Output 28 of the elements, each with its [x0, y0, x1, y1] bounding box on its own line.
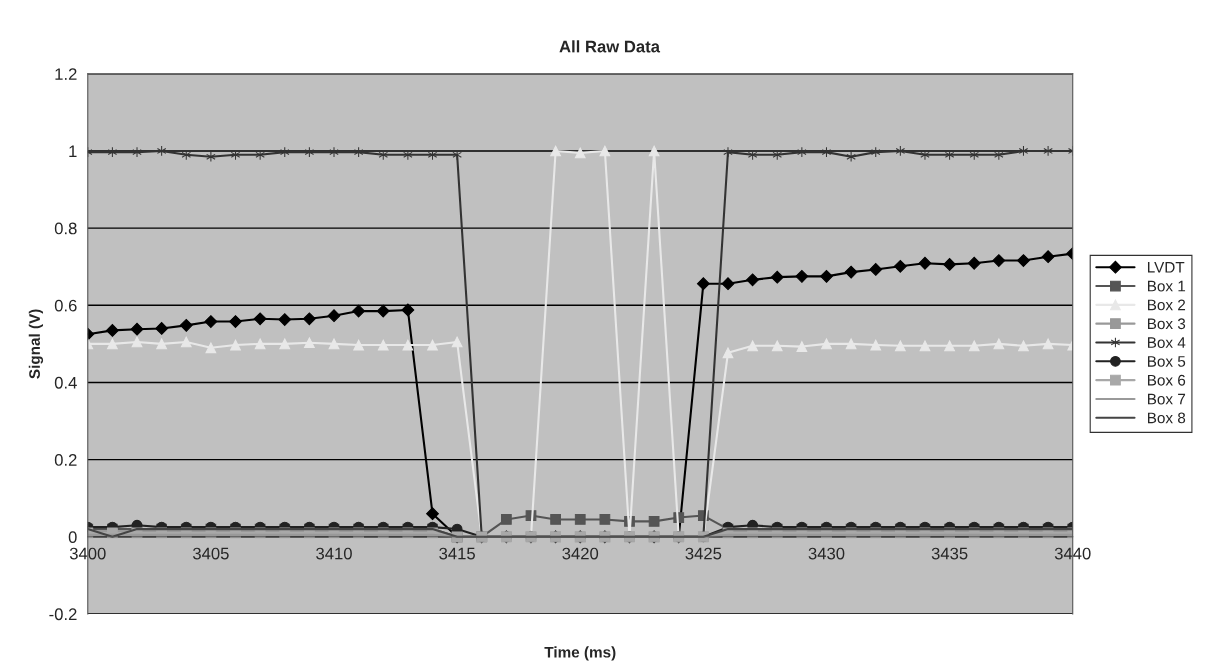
y-axis-title: Signal (V)	[28, 309, 44, 379]
legend-label: Box 5	[1147, 356, 1186, 367]
x-tick-label: 3430	[808, 547, 845, 560]
legend-label: Box 4	[1147, 337, 1186, 348]
x-tick-label: 3415	[439, 547, 475, 560]
x-tick-label: 3425	[685, 547, 722, 560]
y-tick-label: -0.2	[49, 608, 77, 621]
legend-label: Box 8	[1147, 412, 1186, 424]
legend-label: Box 3	[1147, 318, 1186, 330]
y-tick-label: 1	[69, 145, 77, 158]
y-tick-label: 1.2	[55, 68, 77, 80]
legend-label: Box 2	[1147, 299, 1186, 311]
legend-label: Box 6	[1147, 374, 1186, 386]
y-tick-label: 0.6	[54, 299, 77, 312]
chart-title: All Raw Data	[559, 40, 661, 53]
legend-label: LVDT	[1147, 262, 1185, 273]
y-tick-label: 0	[68, 531, 77, 543]
x-axis-title: Time (ms)	[544, 646, 616, 661]
legend-label: Box 7	[1147, 393, 1186, 405]
x-tick-label: 3410	[316, 547, 352, 560]
x-tick-label: 3435	[931, 547, 968, 560]
x-tick-label: 3400	[69, 547, 106, 560]
y-tick-label: 0.2	[54, 454, 77, 466]
x-tick-label: 3420	[562, 547, 599, 560]
legend-label: Box 1	[1147, 280, 1186, 292]
y-tick-label: 0.8	[54, 222, 77, 235]
y-tick-label: 0.4	[54, 376, 77, 389]
x-tick-label: 3405	[192, 547, 229, 560]
